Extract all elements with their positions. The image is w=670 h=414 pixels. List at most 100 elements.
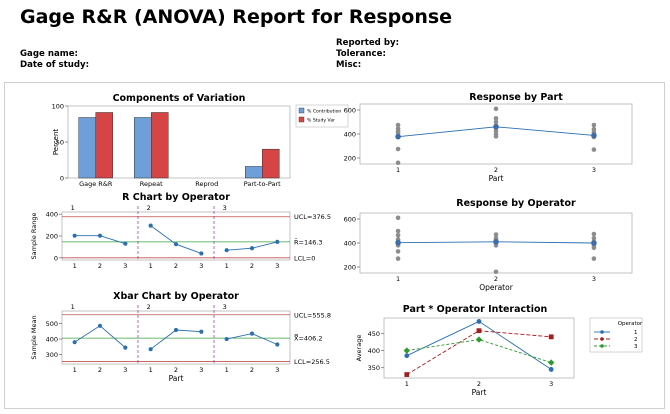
mean-point <box>395 133 401 140</box>
x-tick-label: Reprod <box>195 180 218 188</box>
y-tick-label: 400 <box>368 347 380 355</box>
data-point <box>493 116 499 121</box>
y-axis-label: Average <box>355 335 363 362</box>
x-tick-label: Gage R&R <box>79 180 113 188</box>
data-point <box>548 334 554 340</box>
x-tick-label: Part-to-Part <box>244 180 281 188</box>
legend-box <box>295 104 349 128</box>
data-point <box>476 328 482 334</box>
x-tick-label: 3 <box>592 166 596 174</box>
data-point <box>493 269 499 275</box>
x-tick-label: 3 <box>275 262 279 270</box>
y-axis-label: Percent <box>52 129 60 156</box>
x-tick-label: 2 <box>477 380 481 388</box>
operator-label: 2 <box>147 303 151 311</box>
data-point <box>395 256 401 261</box>
data-point <box>548 367 554 372</box>
data-point <box>249 246 255 251</box>
lcl-label: LCL=256.5 <box>294 358 330 366</box>
series-line <box>150 329 202 350</box>
bar <box>78 117 96 179</box>
plot-area <box>61 310 291 365</box>
mean-point <box>591 240 597 246</box>
data-point <box>395 215 401 221</box>
center-label: R̄=146.3 <box>294 237 323 246</box>
x-tick-label: 2 <box>98 262 102 270</box>
data-point <box>591 126 597 132</box>
lcl-label: LCL=0 <box>294 254 315 262</box>
legend-swatch <box>298 116 305 123</box>
x-tick-label: 1 <box>149 262 153 270</box>
chart-title: Response by Operator <box>456 198 576 209</box>
data-point <box>404 353 410 359</box>
x-tick-label: 1 <box>225 366 229 374</box>
x-tick-label: 1 <box>405 380 409 388</box>
data-point <box>591 122 597 128</box>
series-line <box>150 225 202 254</box>
y-tick-label: 500 <box>46 320 58 328</box>
chart-title: Response by Part <box>469 92 563 103</box>
y-tick-label: 350 <box>368 364 380 372</box>
y-tick-label: 0 <box>60 175 64 183</box>
bar <box>151 112 169 179</box>
data-point <box>199 251 204 256</box>
data-point <box>123 345 128 350</box>
data-point <box>591 231 597 237</box>
x-tick-label: 2 <box>494 166 498 174</box>
plot-area <box>383 317 575 379</box>
tolerance-label: Tolerance: <box>336 49 386 59</box>
data-point <box>475 336 483 343</box>
legend-label: 3 <box>634 344 638 350</box>
bar <box>134 117 152 179</box>
data-point <box>224 248 229 253</box>
legend-marker <box>600 330 604 334</box>
legend-marker <box>600 344 604 348</box>
x-tick-label: 2 <box>250 262 254 270</box>
operator-label: 1 <box>71 204 75 212</box>
series-line <box>406 339 552 363</box>
operator-label: 2 <box>147 204 151 212</box>
x-tick-label: 1 <box>73 262 77 270</box>
data-point <box>97 233 103 238</box>
x-tick-label: 3 <box>592 275 596 283</box>
data-point <box>493 119 499 125</box>
legend-marker <box>600 337 604 341</box>
x-tick-label: 2 <box>174 262 178 270</box>
x-tick-label: 3 <box>549 380 553 388</box>
y-tick-label: 600 <box>344 216 356 224</box>
y-tick-label: 400 <box>46 211 58 219</box>
y-tick-label: 600 <box>344 107 356 115</box>
x-tick-label: 2 <box>494 275 498 283</box>
y-axis-label: Sample Range <box>30 212 38 259</box>
x-axis-label: Operator <box>479 283 513 292</box>
data-point <box>224 336 229 342</box>
mean-point <box>493 124 499 130</box>
y-axis-label: Sample Mean <box>30 315 38 359</box>
chart-title: Components of Variation <box>113 93 246 104</box>
data-point <box>395 122 401 128</box>
legend-box <box>589 317 643 353</box>
legend-label: % Contribution <box>307 109 341 115</box>
data-point <box>395 232 401 238</box>
y-tick-label: 50 <box>56 139 64 147</box>
data-point <box>173 327 179 333</box>
ucl-label: UCL=376.5 <box>294 213 331 221</box>
operator-label: 1 <box>71 303 75 311</box>
chart-title: Part * Operator Interaction <box>403 304 548 315</box>
center-label: X̿=406.2 <box>294 333 323 342</box>
series-line <box>74 325 126 348</box>
y-tick-label: 400 <box>344 240 356 248</box>
y-tick-label: 100 <box>52 103 64 111</box>
data-point <box>123 241 128 246</box>
chart-title: Xbar Chart by Operator <box>113 291 239 302</box>
x-tick-label: Repeat <box>140 180 163 188</box>
data-point <box>173 242 179 247</box>
ucl-label: UCL=555.8 <box>294 311 331 319</box>
y-tick-label: 200 <box>344 264 356 272</box>
data-point <box>404 372 410 377</box>
legend-swatch <box>298 107 305 114</box>
data-point <box>249 331 255 336</box>
data-point <box>72 340 77 345</box>
y-tick-label: 300 <box>46 351 58 359</box>
